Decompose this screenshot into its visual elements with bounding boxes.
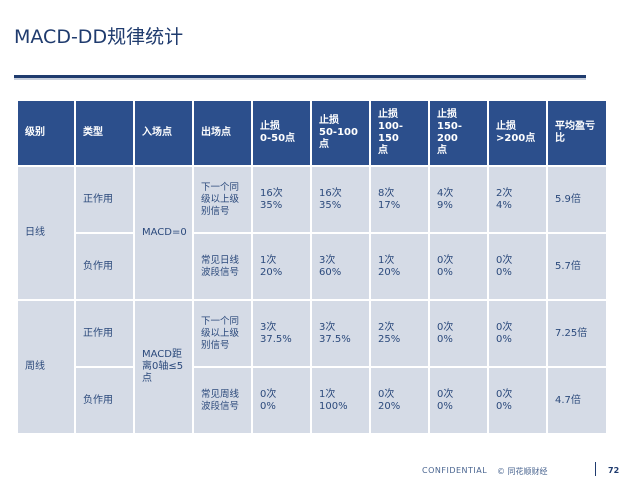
stat-cell: 0次 0% bbox=[489, 234, 546, 299]
stat-cell: 0次 0% bbox=[430, 234, 487, 299]
ratio-cell: 7.25倍 bbox=[548, 301, 606, 366]
exit-cell: 下一个同 级以上级 别信号 bbox=[194, 301, 251, 366]
stat-cell: 0次 0% bbox=[430, 368, 487, 433]
stat-cell: 3次 37.5% bbox=[312, 301, 369, 366]
header-stop-150-200: 止损 150-200 点 bbox=[430, 101, 487, 165]
type-cell: 正作用 bbox=[76, 301, 133, 366]
header-level: 级别 bbox=[18, 101, 74, 165]
header-stop-0-50: 止损 0-50点 bbox=[253, 101, 310, 165]
statistics-table: 级别 类型 入场点 出场点 止损 0-50点 止损 50-100 点 止损 10… bbox=[16, 99, 608, 435]
title-rule-shadow bbox=[14, 78, 586, 80]
stat-cell: 2次 25% bbox=[371, 301, 428, 366]
exit-cell: 常见周线 波段信号 bbox=[194, 368, 251, 433]
level-cell-weekly: 周线 bbox=[18, 301, 74, 433]
stat-cell: 16次 35% bbox=[312, 167, 369, 232]
footer-copyright: © 同花顺财经 bbox=[497, 467, 548, 476]
header-type: 类型 bbox=[76, 101, 133, 165]
header-stop-100-150: 止损 100-150 点 bbox=[371, 101, 428, 165]
stat-cell: 3次 37.5% bbox=[253, 301, 310, 366]
stat-cell: 8次 17% bbox=[371, 167, 428, 232]
type-cell: 正作用 bbox=[76, 167, 133, 232]
table-row: 日线 正作用 MACD=0 下一个同 级以上级 别信号 16次 35% 16次 … bbox=[18, 167, 606, 299]
type-cell: 负作用 bbox=[76, 368, 133, 433]
footer-divider bbox=[595, 462, 596, 476]
stat-cell: 0次 0% bbox=[489, 301, 546, 366]
table-row: 周线 正作用 MACD距 离0轴≤5 点 下一个同 级以上级 别信号 3次 37… bbox=[18, 301, 606, 433]
page-title: MACD-DD规律统计 bbox=[14, 26, 184, 48]
exit-cell: 常见日线 波段信号 bbox=[194, 234, 251, 299]
header-exit: 出场点 bbox=[194, 101, 251, 165]
ratio-cell: 5.7倍 bbox=[548, 234, 606, 299]
stat-cell: 2次 4% bbox=[489, 167, 546, 232]
type-cell: 负作用 bbox=[76, 234, 133, 299]
level-cell-daily: 日线 bbox=[18, 167, 74, 299]
stat-cell: 0次 0% bbox=[430, 301, 487, 366]
header-stop-over-200: 止损 >200点 bbox=[489, 101, 546, 165]
table-row: 负作用 常见日线 波段信号 1次 20% 3次 60% 1次 20% 0次 0%… bbox=[18, 234, 606, 299]
stat-cell: 16次 35% bbox=[253, 167, 310, 232]
title-rule bbox=[14, 75, 586, 78]
entry-cell-weekly: MACD距 离0轴≤5 点 bbox=[135, 301, 192, 433]
stat-cell: 4次 9% bbox=[430, 167, 487, 232]
stat-cell: 1次 100% bbox=[312, 368, 369, 433]
ratio-cell: 4.7倍 bbox=[548, 368, 606, 433]
header-avg-ratio: 平均盈亏 比 bbox=[548, 101, 606, 165]
exit-cell: 下一个同 级以上级 别信号 bbox=[194, 167, 251, 232]
entry-cell-daily: MACD=0 bbox=[135, 167, 192, 299]
header-stop-50-100: 止损 50-100 点 bbox=[312, 101, 369, 165]
stat-cell: 0次 20% bbox=[371, 368, 428, 433]
header-row: 级别 类型 入场点 出场点 止损 0-50点 止损 50-100 点 止损 10… bbox=[18, 101, 606, 165]
table-row: 负作用 常见周线 波段信号 0次 0% 1次 100% 0次 20% 0次 0%… bbox=[18, 368, 606, 433]
footer-confidential: CONFIDENTIAL bbox=[422, 466, 488, 475]
stat-cell: 3次 60% bbox=[312, 234, 369, 299]
stat-cell: 1次 20% bbox=[253, 234, 310, 299]
stat-cell: 0次 0% bbox=[489, 368, 546, 433]
stat-cell: 1次 20% bbox=[371, 234, 428, 299]
stat-cell: 0次 0% bbox=[253, 368, 310, 433]
page-number: 72 bbox=[608, 466, 620, 475]
ratio-cell: 5.9倍 bbox=[548, 167, 606, 232]
header-entry: 入场点 bbox=[135, 101, 192, 165]
